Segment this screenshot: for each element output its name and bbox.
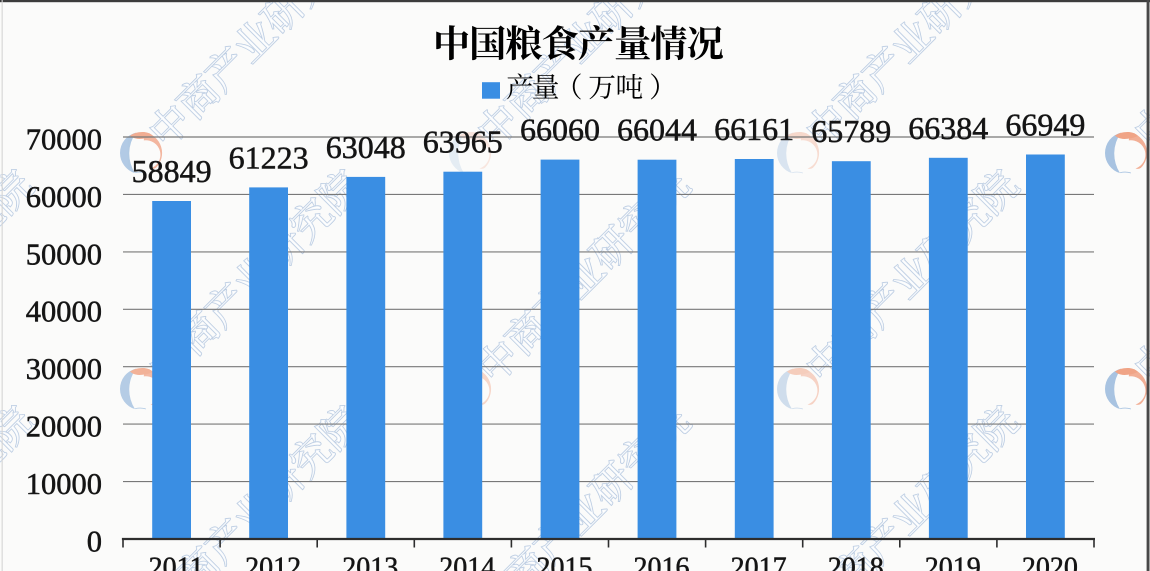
svg-text:66161: 66161 <box>714 111 794 147</box>
svg-text:40000: 40000 <box>26 295 102 329</box>
svg-text:61223: 61223 <box>229 139 309 175</box>
svg-text:2013: 2013 <box>342 553 398 571</box>
svg-text:60000: 60000 <box>26 180 102 214</box>
svg-text:58849: 58849 <box>132 153 212 189</box>
svg-text:66044: 66044 <box>617 112 697 148</box>
svg-text:10000: 10000 <box>26 467 102 501</box>
svg-text:2014: 2014 <box>439 553 495 571</box>
svg-text:2017: 2017 <box>731 553 787 571</box>
svg-text:0: 0 <box>87 524 102 558</box>
svg-text:20000: 20000 <box>26 410 102 444</box>
svg-text:63965: 63965 <box>423 124 503 160</box>
svg-text:50000: 50000 <box>26 237 102 271</box>
svg-text:70000: 70000 <box>26 122 102 156</box>
svg-text:2018: 2018 <box>828 553 884 571</box>
svg-text:30000: 30000 <box>26 352 102 386</box>
svg-text:2020: 2020 <box>1022 553 1078 571</box>
svg-text:66060: 66060 <box>520 112 600 148</box>
svg-text:65789: 65789 <box>811 113 891 149</box>
svg-text:66949: 66949 <box>1005 107 1085 143</box>
svg-text:63048: 63048 <box>326 129 406 165</box>
svg-text:2016: 2016 <box>634 553 690 571</box>
svg-text:2012: 2012 <box>245 553 301 571</box>
svg-text:66384: 66384 <box>908 110 988 146</box>
svg-text:2019: 2019 <box>925 553 981 571</box>
svg-text:2015: 2015 <box>537 553 593 571</box>
svg-text:2011: 2011 <box>149 553 204 571</box>
